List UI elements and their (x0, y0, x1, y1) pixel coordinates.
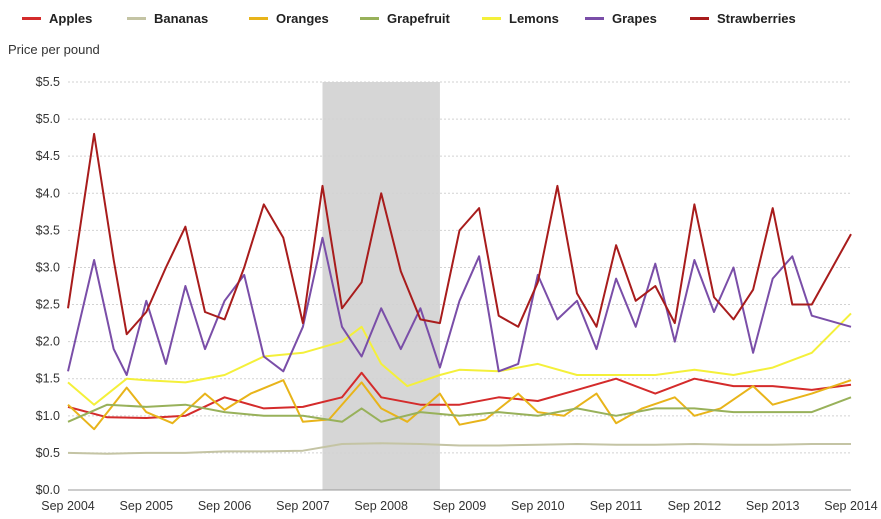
x-tick-label: Sep 2006 (198, 499, 252, 513)
series-line-lemons (67, 312, 852, 406)
legend-label: Oranges (276, 10, 329, 26)
y-tick-label: $0.0 (36, 483, 60, 497)
legend-item-grapefruit: Grapefruit (360, 8, 450, 28)
legend-item-strawberries: Strawberries (690, 8, 796, 28)
legend-label: Strawberries (717, 10, 796, 26)
legend-swatch (249, 16, 268, 20)
x-tick-label: Sep 2014 (824, 499, 878, 513)
x-tick-label: Sep 2004 (41, 499, 95, 513)
y-tick-label: $3.5 (36, 223, 60, 237)
x-tick-label: Sep 2013 (746, 499, 800, 513)
legend-swatch (482, 16, 501, 20)
legend-item-oranges: Oranges (249, 8, 329, 28)
series-line-oranges (67, 379, 852, 431)
y-tick-label: $0.5 (36, 446, 60, 460)
series-line-bananas (67, 442, 851, 455)
x-tick-label: Sep 2011 (590, 499, 643, 513)
recession-shading (322, 82, 440, 490)
legend-item-bananas: Bananas (127, 8, 208, 28)
legend-label: Lemons (509, 10, 559, 26)
series-line-apples (67, 371, 852, 419)
legend-swatch (585, 16, 604, 20)
series-line-grapes (67, 236, 852, 376)
y-tick-label: $3.0 (36, 260, 60, 274)
y-tick-label: $2.0 (36, 335, 60, 349)
legend-item-lemons: Lemons (482, 8, 559, 28)
legend-swatch (22, 16, 41, 20)
y-tick-label: $1.5 (36, 372, 60, 386)
legend-label: Grapefruit (387, 10, 450, 26)
y-axis-label: Price per pound (8, 42, 100, 57)
x-tick-label: Sep 2012 (668, 499, 722, 513)
legend-item-grapes: Grapes (585, 8, 657, 28)
x-tick-label: Sep 2007 (276, 499, 330, 513)
legend-label: Apples (49, 10, 93, 26)
y-tick-label: $5.0 (36, 112, 60, 126)
y-tick-label: $5.5 (36, 75, 60, 89)
x-tick-label: Sep 2005 (120, 499, 174, 513)
y-tick-label: $4.0 (36, 186, 60, 200)
y-tick-label: $2.5 (36, 298, 60, 312)
x-tick-label: Sep 2010 (511, 499, 565, 513)
legend-label: Grapes (612, 10, 657, 26)
series-line-grapefruit (67, 396, 852, 423)
chart-legend: Apples Bananas Oranges Grapefruit Lemons Grap… (0, 8, 881, 28)
legend-swatch (360, 16, 379, 20)
y-tick-label: $1.0 (36, 409, 60, 423)
series-line-strawberries (67, 132, 852, 336)
x-tick-label: Sep 2009 (433, 499, 487, 513)
y-tick-label: $4.5 (36, 149, 60, 163)
x-tick-label: Sep 2008 (354, 499, 408, 513)
legend-item-apples: Apples (22, 8, 92, 28)
legend-swatch (690, 16, 709, 20)
legend-swatch (127, 16, 146, 20)
legend-label: Bananas (154, 10, 209, 26)
